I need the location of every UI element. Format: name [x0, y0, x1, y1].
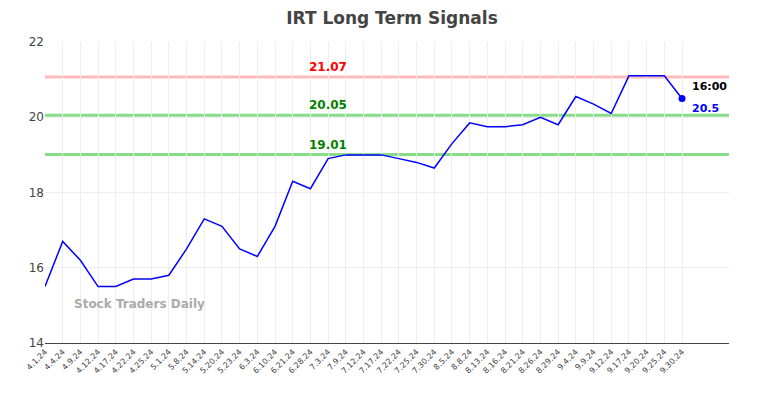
svg-text:16:00: 16:00 — [692, 80, 727, 93]
svg-text:8.8.24: 8.8.24 — [450, 347, 474, 371]
svg-text:7.3.24: 7.3.24 — [308, 347, 332, 371]
svg-text:4.25.24: 4.25.24 — [127, 347, 155, 375]
svg-text:4.9.24: 4.9.24 — [60, 347, 84, 371]
svg-text:7.30.24: 7.30.24 — [411, 347, 439, 375]
svg-text:8.5.24: 8.5.24 — [432, 347, 456, 371]
svg-text:7.17.24: 7.17.24 — [357, 347, 385, 375]
svg-text:8.29.24: 8.29.24 — [534, 347, 562, 375]
svg-text:19.01: 19.01 — [309, 138, 347, 152]
svg-text:IRT Long Term Signals: IRT Long Term Signals — [286, 8, 498, 28]
svg-text:9.20.24: 9.20.24 — [623, 347, 651, 375]
svg-text:22: 22 — [29, 35, 44, 49]
svg-text:4.17.24: 4.17.24 — [92, 347, 120, 375]
svg-text:7.25.24: 7.25.24 — [393, 347, 421, 375]
svg-text:9.4.24: 9.4.24 — [556, 347, 580, 371]
svg-text:5.23.24: 5.23.24 — [216, 347, 244, 375]
svg-text:7.22.24: 7.22.24 — [375, 347, 403, 375]
svg-text:9.17.24: 9.17.24 — [605, 347, 633, 375]
svg-text:Stock Traders Daily: Stock Traders Daily — [74, 297, 205, 311]
svg-text:5.1.24: 5.1.24 — [149, 347, 173, 371]
svg-text:21.07: 21.07 — [309, 60, 347, 74]
svg-text:8.13.24: 8.13.24 — [464, 347, 492, 375]
svg-text:16: 16 — [29, 261, 44, 275]
svg-text:14: 14 — [29, 336, 44, 350]
svg-text:9.12.24: 9.12.24 — [587, 347, 615, 375]
svg-text:6.21.24: 6.21.24 — [269, 347, 297, 375]
svg-text:9.9.24: 9.9.24 — [573, 347, 597, 371]
svg-text:9.25.24: 9.25.24 — [641, 347, 669, 375]
svg-text:9.30.24: 9.30.24 — [658, 347, 686, 375]
svg-text:5.14.24: 5.14.24 — [181, 347, 209, 375]
svg-text:7.9.24: 7.9.24 — [326, 347, 350, 371]
svg-text:8.16.24: 8.16.24 — [481, 347, 509, 375]
svg-text:18: 18 — [29, 186, 44, 200]
svg-text:8.26.24: 8.26.24 — [517, 347, 545, 375]
svg-text:4.22.24: 4.22.24 — [110, 347, 138, 375]
svg-text:4.1.24: 4.1.24 — [25, 347, 49, 371]
svg-text:4.4.24: 4.4.24 — [43, 347, 67, 371]
svg-text:7.12.24: 7.12.24 — [340, 347, 368, 375]
svg-text:6.10.24: 6.10.24 — [251, 347, 279, 375]
svg-text:8.21.24: 8.21.24 — [499, 347, 527, 375]
svg-text:5.20.24: 5.20.24 — [198, 347, 226, 375]
svg-text:5.8.24: 5.8.24 — [166, 347, 190, 371]
svg-text:4.12.24: 4.12.24 — [74, 347, 102, 375]
svg-text:6.28.24: 6.28.24 — [287, 347, 315, 375]
svg-text:20: 20 — [29, 110, 44, 124]
svg-text:20.5: 20.5 — [692, 102, 719, 115]
svg-text:20.05: 20.05 — [309, 98, 347, 112]
svg-text:6.3.24: 6.3.24 — [237, 347, 261, 371]
